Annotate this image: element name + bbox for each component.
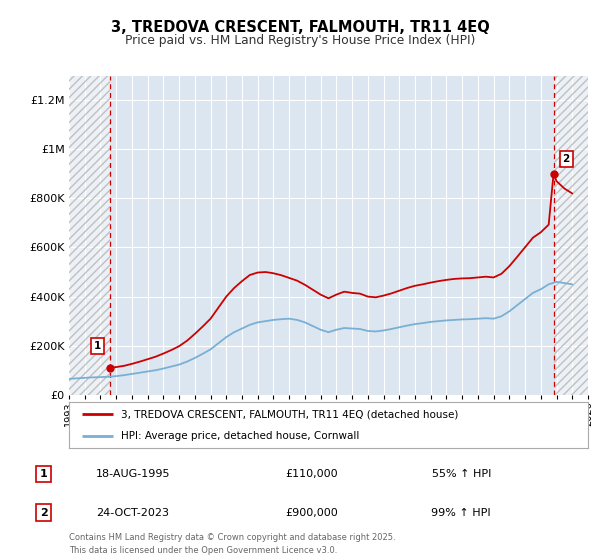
Bar — [69, 76, 110, 395]
Text: 2: 2 — [40, 507, 47, 517]
Text: £900,000: £900,000 — [285, 507, 338, 517]
Text: 3, TREDOVA CRESCENT, FALMOUTH, TR11 4EQ: 3, TREDOVA CRESCENT, FALMOUTH, TR11 4EQ — [110, 20, 490, 35]
Text: £110,000: £110,000 — [285, 469, 338, 479]
Text: 24-OCT-2023: 24-OCT-2023 — [97, 507, 169, 517]
Text: HPI: Average price, detached house, Cornwall: HPI: Average price, detached house, Corn… — [121, 431, 359, 441]
Text: 1: 1 — [40, 469, 47, 479]
Bar — [69, 76, 110, 395]
Bar — [554, 76, 588, 395]
Text: 1: 1 — [94, 340, 101, 351]
Text: 99% ↑ HPI: 99% ↑ HPI — [431, 507, 491, 517]
Text: 55% ↑ HPI: 55% ↑ HPI — [431, 469, 491, 479]
Text: Contains HM Land Registry data © Crown copyright and database right 2025.
This d: Contains HM Land Registry data © Crown c… — [69, 533, 395, 554]
Text: 18-AUG-1995: 18-AUG-1995 — [96, 469, 170, 479]
Text: 3, TREDOVA CRESCENT, FALMOUTH, TR11 4EQ (detached house): 3, TREDOVA CRESCENT, FALMOUTH, TR11 4EQ … — [121, 409, 458, 419]
Bar — [554, 76, 588, 395]
Text: Price paid vs. HM Land Registry's House Price Index (HPI): Price paid vs. HM Land Registry's House … — [125, 34, 475, 46]
Text: 2: 2 — [563, 154, 570, 164]
